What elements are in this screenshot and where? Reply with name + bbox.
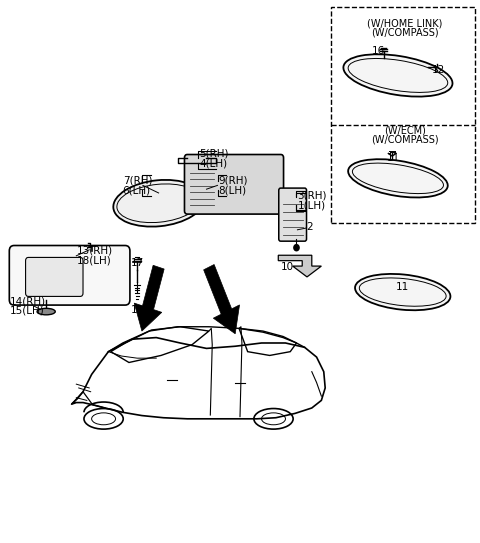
Circle shape (293, 244, 300, 251)
Text: (W/COMPASS): (W/COMPASS) (372, 27, 439, 37)
Ellipse shape (355, 274, 450, 310)
Text: 3(RH): 3(RH) (298, 191, 327, 201)
Text: 11: 11 (386, 153, 400, 163)
Ellipse shape (348, 159, 448, 198)
Text: 5(RH): 5(RH) (199, 148, 229, 159)
Polygon shape (204, 264, 240, 334)
FancyBboxPatch shape (25, 257, 83, 296)
Ellipse shape (343, 54, 453, 97)
Text: 12: 12 (432, 65, 444, 75)
Ellipse shape (113, 180, 204, 226)
Text: 19: 19 (131, 306, 144, 315)
Text: 11: 11 (396, 282, 409, 292)
Text: 13(RH): 13(RH) (77, 246, 113, 256)
Polygon shape (278, 255, 322, 277)
Text: 8(LH): 8(LH) (218, 185, 247, 195)
Ellipse shape (37, 308, 55, 315)
Text: 16: 16 (372, 46, 385, 55)
Text: 10: 10 (281, 262, 294, 272)
Polygon shape (134, 266, 164, 331)
Text: 4(LH): 4(LH) (199, 158, 228, 168)
Text: (W/HOME LINK): (W/HOME LINK) (367, 18, 443, 28)
Text: 6(LH): 6(LH) (123, 185, 151, 195)
Text: 15(LH): 15(LH) (10, 306, 45, 315)
Text: 18(LH): 18(LH) (77, 256, 112, 266)
Text: 1(LH): 1(LH) (298, 200, 325, 211)
Text: (W/COMPASS): (W/COMPASS) (372, 134, 439, 144)
Text: 17: 17 (131, 258, 144, 268)
Text: (W/ECM): (W/ECM) (384, 125, 426, 136)
Text: 9(RH): 9(RH) (218, 175, 248, 186)
FancyBboxPatch shape (279, 188, 307, 241)
Text: 7(RH): 7(RH) (123, 175, 152, 186)
Text: 14(RH): 14(RH) (10, 296, 47, 306)
FancyBboxPatch shape (9, 245, 130, 305)
Text: 2: 2 (306, 222, 312, 232)
FancyBboxPatch shape (184, 155, 284, 214)
